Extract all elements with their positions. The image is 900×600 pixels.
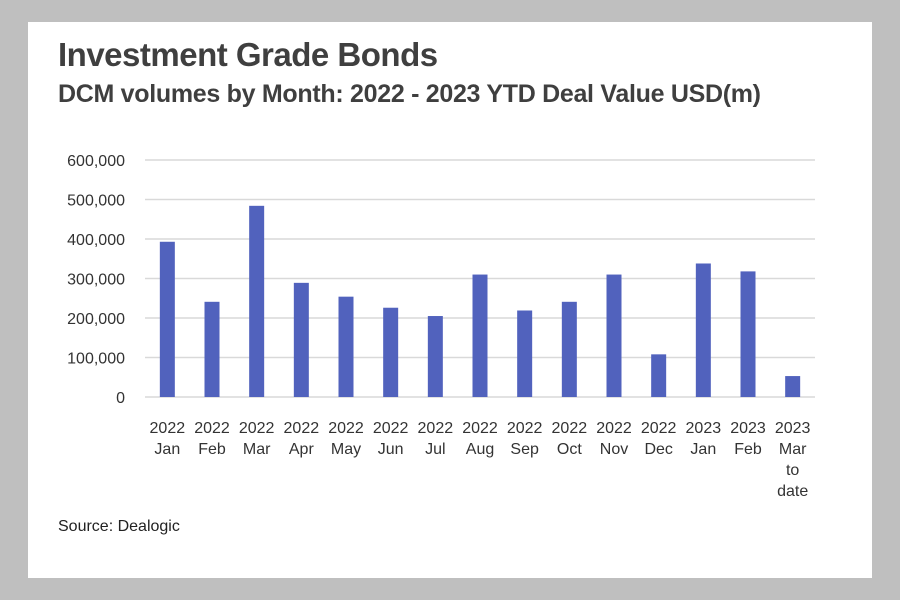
bar <box>561 301 577 397</box>
bar <box>159 241 175 397</box>
bar <box>338 296 354 397</box>
bar <box>651 354 667 397</box>
x-tick-label: 2022 Jul <box>418 420 454 458</box>
x-tick-label: 2022 Dec <box>641 420 677 458</box>
y-tick-label: 0 <box>116 390 125 407</box>
source-note: Source: Dealogic <box>58 518 180 535</box>
bar <box>383 307 399 397</box>
x-tick-label: 2022 Aug <box>462 420 498 458</box>
x-tick-label: 2023 Jan <box>686 420 722 458</box>
chart-subtitle: DCM volumes by Month: 2022 - 2023 YTD De… <box>58 80 761 108</box>
chart-card: Investment Grade Bonds DCM volumes by Mo… <box>28 22 872 578</box>
x-tick-label: 2022 Jan <box>150 420 186 458</box>
bar <box>293 282 309 397</box>
x-tick-label: 2022 Apr <box>284 420 320 458</box>
bar <box>517 310 533 397</box>
bar <box>204 301 220 397</box>
x-tick-label: 2022 Jun <box>373 420 409 458</box>
bar <box>740 271 756 397</box>
x-tick-label: 2023 Feb <box>730 420 766 458</box>
y-tick-label: 400,000 <box>67 232 125 249</box>
x-tick-label: 2023 Mar to date <box>775 420 811 500</box>
y-tick-label: 300,000 <box>67 272 125 289</box>
y-tick-label: 200,000 <box>67 311 125 328</box>
bar <box>695 263 711 397</box>
bar <box>785 376 801 397</box>
x-tick-label: 2022 Nov <box>596 420 632 458</box>
bar <box>472 274 488 397</box>
x-tick-label: 2022 Sep <box>507 420 543 458</box>
bar <box>606 274 622 397</box>
bar-chart: 0 100,000 200,000 300,000 400,000 500,000 600,… <box>67 153 815 500</box>
x-tick-label: 2022 May <box>328 420 364 458</box>
x-tick-label: 2022 Feb <box>194 420 230 458</box>
x-tick-label: 2022 Mar <box>239 420 275 458</box>
y-axis-ticks: 0 100,000 200,000 300,000 400,000 500,000 600,… <box>67 153 125 407</box>
bar <box>249 205 265 397</box>
bar <box>427 316 443 397</box>
y-tick-label: 500,000 <box>67 193 125 210</box>
chart-title: Investment Grade Bonds <box>58 36 438 73</box>
y-tick-label: 100,000 <box>67 351 125 368</box>
bars <box>159 205 801 397</box>
x-tick-label: 2022 Oct <box>552 420 588 458</box>
y-tick-label: 600,000 <box>67 153 125 170</box>
